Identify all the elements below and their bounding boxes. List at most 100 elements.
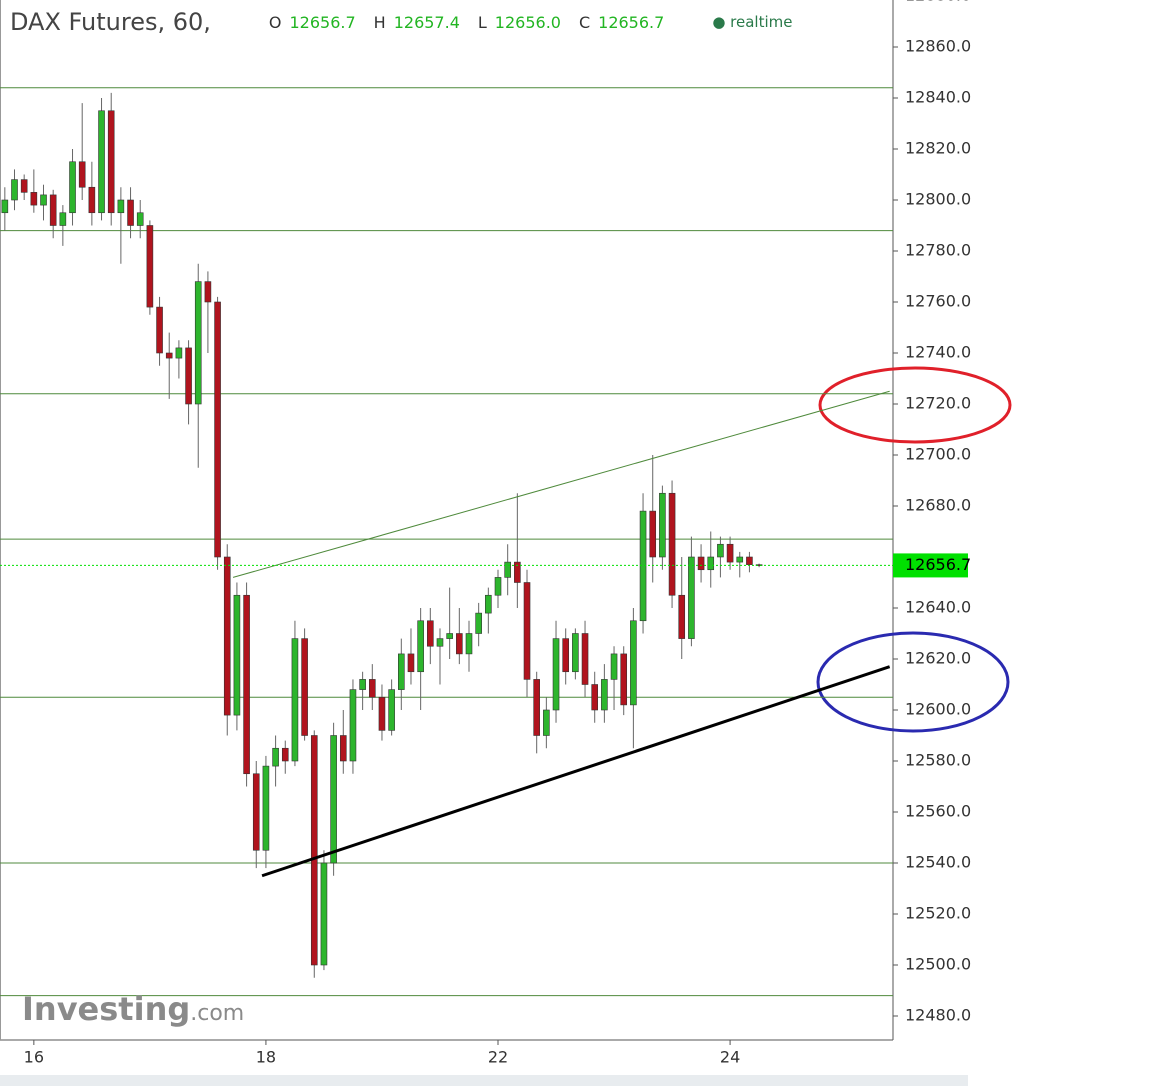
ohlc-key: O [268,12,282,32]
candle-body [262,765,270,851]
candle-body [194,281,202,405]
x-tick-label: 22 [488,1048,508,1067]
y-tick-label: 12760.0 [905,292,971,311]
candle-body [40,194,47,206]
candle-body [272,747,279,767]
candle-body [504,561,511,578]
candle-body [252,773,260,851]
y-tick-label: 12880.0 [905,0,971,5]
watermark: Investing.com [22,990,244,1028]
candle-body [668,492,676,596]
candle-body [562,638,569,673]
candle-body [388,689,395,731]
candle-body [349,689,357,762]
candle-body [407,653,415,673]
y-tick-label: 12600.0 [905,700,971,719]
highlight-ellipse [816,631,1010,733]
candle-body [707,556,715,571]
candle-body [98,110,105,214]
candle-body [175,347,183,359]
y-tick-label: 12640.0 [905,598,971,617]
candle-body [726,543,734,563]
scrollbar [0,1075,968,1086]
ohlc-key: L [477,12,487,32]
brand: Investing [22,990,191,1028]
y-tick-label: 12540.0 [905,853,971,872]
candle-body [620,653,628,706]
candle-body [427,620,434,647]
candle-body [223,556,231,716]
y-tick-label: 12840.0 [905,88,971,107]
status-text: realtime [730,13,793,31]
candle-body [688,556,695,639]
candle-body [30,192,38,206]
candle-body [185,347,192,405]
candle-body [378,696,386,731]
trend-line [232,390,890,578]
candle-body [339,735,347,762]
symbol: DAX Futures, 60, [10,8,211,36]
candle-body [117,199,125,214]
x-tick-label: 24 [720,1048,740,1067]
candle-body [417,620,424,673]
candle-body [165,352,173,359]
y-tick-label: 12620.0 [905,649,971,668]
candle-body [11,179,18,201]
candle-body [533,679,540,736]
candle-body [146,225,154,308]
last-price-label: 12656.7 [905,555,971,574]
candle-body [281,747,289,762]
candle-body [107,110,115,214]
header: DAX Futures, 60, O 12656.7 H 12657.4 L 1265… [10,8,793,36]
candle-body [436,638,444,647]
y-tick-label: 12720.0 [905,394,971,413]
candle-body [494,577,502,596]
candle-body [601,679,608,711]
candle-body [204,281,212,303]
candle-body [320,862,328,966]
ohlc-value: 12657.4 [393,12,460,32]
y-tick-label: 12680.0 [905,496,971,515]
candle-body [746,556,753,565]
y-tick-label: 12800.0 [905,190,971,209]
candle-body [1,199,9,214]
candle-body [359,679,366,690]
candle-body [233,594,241,716]
candle-body [446,633,453,639]
candle-body [465,633,473,655]
x-tick-label: 18 [256,1048,276,1067]
candle-body [330,735,337,864]
candle-body [456,633,463,655]
candle-body [659,492,666,558]
trend-line [261,665,891,878]
candle-body [88,186,96,214]
y-tick-label: 12700.0 [905,445,971,464]
y-tick-label: 12580.0 [905,751,971,770]
candle-body [552,638,560,711]
y-tick-label: 12820.0 [905,139,971,158]
candle-body [310,735,318,966]
ohlc-value: 12656.7 [289,12,356,32]
candle-body [368,679,376,698]
candle-body [20,179,28,193]
candle-body [717,543,724,558]
y-tick-label: 12480.0 [905,1006,971,1025]
candle-body [523,582,531,680]
candle-body [572,633,579,673]
candle-body [591,684,599,711]
x-tick-label: 16 [24,1048,44,1067]
candle-body [127,199,134,226]
candle-body [678,594,686,639]
ohlc-key: H [373,12,386,32]
candle-body [630,620,637,706]
y-tick-label: 12740.0 [905,343,971,362]
y-tick-label: 12520.0 [905,904,971,923]
candle-body [59,212,67,226]
candle-body [69,161,76,214]
status: ● realtime [712,13,793,31]
last-price-box [893,553,968,578]
candle-body [214,301,221,558]
candle-body [136,212,144,226]
